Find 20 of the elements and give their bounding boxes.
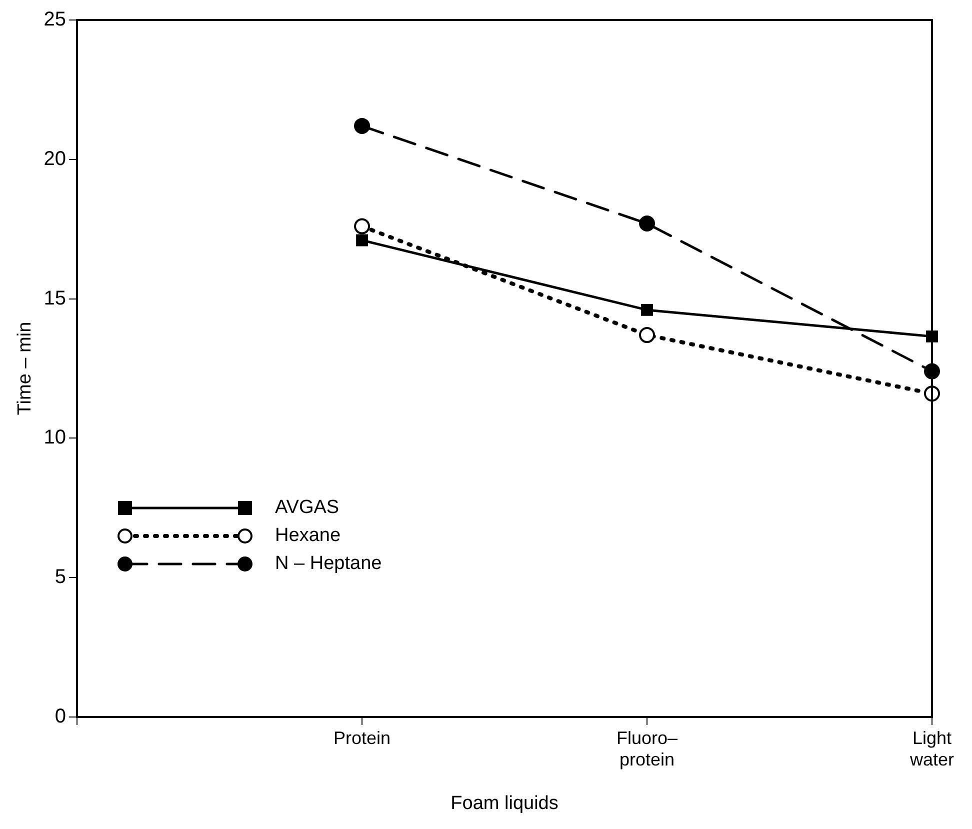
legend-label: AVGAS — [275, 496, 340, 519]
y-tick-label: 10 — [44, 426, 66, 449]
y-tick-label: 0 — [54, 706, 66, 728]
point — [356, 234, 368, 246]
legend-label: N – Heptane — [275, 552, 382, 575]
y-tick-label: 5 — [54, 566, 66, 588]
point — [354, 118, 370, 134]
x-tick-label: Protein — [334, 728, 391, 748]
y-tick-label: 25 — [44, 8, 66, 31]
point — [639, 327, 656, 344]
legend-label: Hexane — [275, 524, 341, 547]
y-tick-label: 20 — [44, 148, 66, 170]
y-axis-title: Time – min — [14, 322, 36, 416]
point — [639, 216, 656, 232]
x-tick-label: Light water — [908, 728, 954, 770]
x-tick-label: Fluoro– protein — [616, 728, 678, 770]
y-tick-label: 15 — [44, 287, 66, 310]
point — [354, 218, 370, 234]
x-axis-title: Foam liquids — [450, 792, 558, 814]
point — [641, 304, 653, 316]
